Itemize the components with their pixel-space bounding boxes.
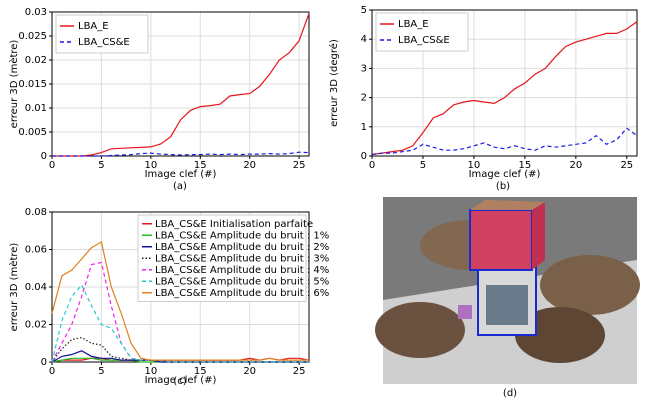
panel-caption: (c) [173,376,186,387]
y-tick-label: 0.08 [25,207,47,218]
legend-label: LBA_CS&E Initialisation parfaite [155,219,313,230]
marker-square [458,305,472,319]
legend-label: LBA_CS&E Amplitude du bruit : 3% [155,253,329,264]
panel-caption: (d) [503,388,517,399]
y-axis-label: erreur 3D (mètre) [8,243,20,332]
y-tick-label: 0.015 [18,79,47,90]
y-tick-label: 0 [41,151,47,162]
series-line [51,284,309,363]
x-tick-label: 15 [194,366,207,377]
x-axis-label: Image clef (#) [145,169,217,180]
legend-box [375,12,469,52]
cube-face [486,285,528,325]
y-axis-label: erreur 3D (mètre) [8,40,20,129]
coin [375,302,465,358]
x-tick-label: 0 [369,160,375,171]
x-tick-label: 20 [243,366,256,377]
legend-label: LBA_CS&E Amplitude du bruit : 4% [155,265,329,276]
x-tick-label: 25 [293,160,306,171]
x-tick-label: 10 [144,366,157,377]
y-tick-label: 1 [361,122,367,133]
y-axis-label: erreur 3D (degré) [328,39,340,127]
x-axis-label: Image clef (#) [469,169,541,180]
legend-label: LBA_CS&E Amplitude du bruit : 6% [155,288,329,299]
y-tick-label: 5 [361,5,367,16]
x-tick-label: 15 [519,160,532,171]
y-tick-label: 0 [41,357,47,368]
x-tick-label: 0 [49,160,55,171]
coin [515,307,605,363]
x-tick-label: 20 [569,160,582,171]
y-tick-label: 0.02 [25,55,47,66]
x-tick-label: 5 [98,366,104,377]
x-tick-label: 25 [293,366,306,377]
panel-caption: (b) [496,181,510,192]
legend-box [137,214,307,302]
legend-box [55,14,149,54]
y-tick-label: 3 [361,63,367,74]
x-tick-label: 5 [420,160,426,171]
cube-top [470,200,545,210]
cube-side [532,202,545,270]
x-tick-label: 25 [620,160,633,171]
y-tick-label: 0.005 [18,127,47,138]
y-tick-label: 0.02 [25,320,47,331]
y-tick-label: 0.06 [25,245,47,256]
legend-label: LBA_CS&E Amplitude du bruit : 1% [155,230,329,241]
x-tick-label: 5 [98,160,104,171]
series-line [371,21,638,156]
legend-label: LBA_CS&E [398,35,450,46]
legend-label: LBA_CS&E Amplitude du bruit : 5% [155,276,329,287]
x-tick-label: 10 [468,160,481,171]
legend-label: LBA_E [78,21,109,32]
x-tick-label: 10 [144,160,157,171]
plot-frame [51,11,310,157]
cube-upper [469,209,533,271]
y-tick-label: 2 [361,93,367,104]
legend-label: LBA_CS&E [78,37,130,48]
x-tick-label: 0 [49,366,55,377]
y-tick-label: 0.03 [25,7,47,18]
plot-frame [371,9,638,157]
panel-caption: (a) [173,181,187,192]
legend-label: LBA_E [398,19,429,30]
series-line [371,127,638,156]
series-line [51,241,309,361]
legend-label: LBA_CS&E Amplitude du bruit : 2% [155,242,329,253]
photo-panel [375,197,640,384]
x-tick-label: 20 [243,160,256,171]
y-tick-label: 0.04 [25,282,47,293]
series-line [52,13,310,157]
x-tick-label: 15 [194,160,207,171]
y-tick-label: 0.025 [18,31,47,42]
y-tick-label: 0.01 [25,103,47,114]
series-line [52,151,310,157]
coin [540,255,640,315]
y-tick-label: 4 [361,34,367,45]
y-tick-label: 0 [361,151,367,162]
x-axis-label: Image clef (#) [145,375,217,386]
